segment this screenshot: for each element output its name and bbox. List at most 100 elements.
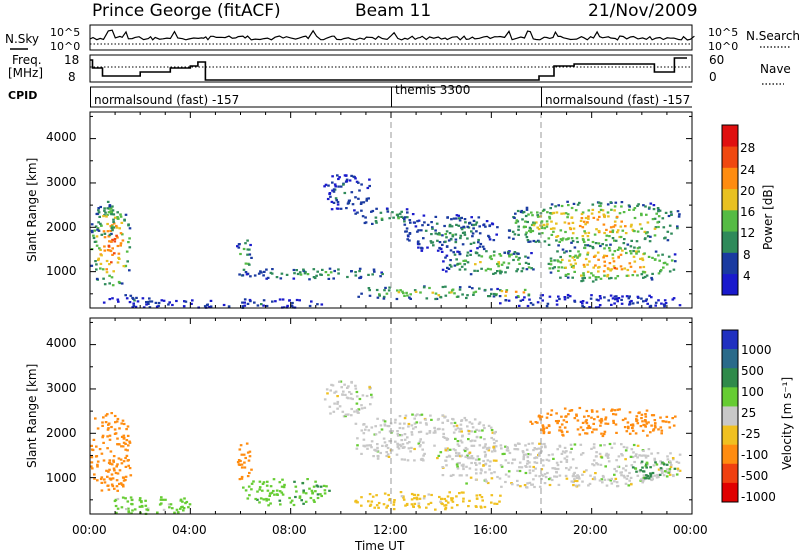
echo-cell-4 — [347, 385, 350, 388]
echo-cell-7 — [609, 479, 613, 482]
echo-cell-8 — [469, 242, 473, 245]
echo-cell-0 — [112, 460, 115, 463]
echo-cell-8 — [646, 434, 649, 437]
echo-cell-3 — [312, 499, 316, 502]
echo-cell-10 — [512, 258, 515, 262]
echo-cell-6 — [345, 207, 348, 210]
echo-cell-8 — [421, 224, 424, 227]
echo-cell-9 — [385, 292, 389, 295]
echo-cell-8 — [455, 223, 458, 226]
echo-cell-10 — [496, 262, 499, 266]
echo-cell-4 — [336, 402, 339, 405]
echo-cell-0 — [107, 422, 111, 425]
echo-cell-9 — [498, 295, 502, 298]
echo-cell-13 — [642, 276, 645, 279]
echo-cell-0 — [121, 483, 125, 487]
echo-cell-7 — [462, 463, 465, 466]
echo-cell-0 — [112, 467, 116, 470]
echo-cell-12 — [566, 216, 569, 219]
noise-left-tick-bottom: 10^0 — [50, 40, 80, 53]
echo-cell-6 — [444, 508, 447, 511]
echo-cell-13 — [591, 247, 595, 250]
echo-cell-12 — [664, 211, 668, 214]
echo-cell-5 — [415, 421, 419, 424]
echo-cell-0 — [126, 425, 130, 428]
echo-cell-5 — [379, 451, 382, 455]
echo-cell-9 — [378, 294, 381, 297]
echo-cell-6 — [385, 506, 388, 509]
echo-cell-12 — [524, 214, 528, 218]
echo-cell-10 — [524, 255, 527, 258]
echo-cell-8 — [584, 432, 587, 435]
echo-cell-5 — [423, 452, 426, 455]
echo-cell-7 — [413, 221, 416, 224]
echo-cell-7 — [669, 465, 673, 468]
echo-cell-0 — [105, 259, 109, 263]
echo-cell-3 — [308, 304, 312, 308]
echo-cell-7 — [492, 459, 496, 462]
echo-cell-8 — [456, 250, 459, 253]
echo-cell-12 — [603, 214, 607, 217]
echo-cell-8 — [575, 413, 578, 416]
echo-cell-0 — [128, 246, 132, 249]
echo-cell-5 — [312, 268, 316, 271]
echo-cell-8 — [461, 231, 465, 234]
echo-cell-0 — [111, 209, 115, 212]
echo-cell-7 — [441, 474, 445, 477]
echo-cell-6 — [430, 493, 433, 497]
echo-cell-8 — [647, 421, 650, 424]
echo-cell-7 — [518, 466, 521, 469]
echo-cell-1 — [175, 508, 179, 511]
echo-cell-6 — [362, 201, 366, 204]
echo-cell-0 — [104, 211, 107, 214]
echo-cell-8 — [602, 408, 605, 411]
velocity-colorbar-swatch — [722, 463, 738, 484]
echo-cell-8 — [469, 249, 473, 252]
echo-cell-12 — [527, 213, 530, 216]
echo-cell-13 — [613, 250, 617, 253]
echo-cell-7 — [571, 475, 575, 478]
echo-cell-7 — [465, 482, 468, 485]
echo-cell-8 — [455, 217, 458, 220]
echo-cell-5 — [280, 272, 284, 275]
echo-cell-5 — [376, 449, 379, 452]
echo-cell-13 — [588, 276, 592, 279]
echo-cell-5 — [362, 444, 365, 447]
echo-cell-5 — [418, 440, 422, 443]
echo-cell-0 — [118, 482, 121, 485]
echo-cell-13 — [618, 246, 621, 249]
echo-cell-5 — [398, 415, 402, 418]
echo-cell-2 — [240, 466, 244, 469]
echo-cell-13 — [633, 260, 637, 263]
echo-cell-3 — [191, 299, 194, 302]
echo-cell-8 — [578, 406, 582, 410]
echo-cell-4 — [368, 387, 372, 390]
echo-cell-12 — [567, 204, 570, 207]
echo-cell-13 — [570, 265, 574, 268]
echo-cell-6 — [483, 505, 487, 509]
echo-cell-8 — [590, 416, 593, 419]
echo-cell-12 — [564, 212, 568, 215]
echo-cell-8 — [449, 238, 453, 241]
echo-cell-14 — [616, 300, 619, 303]
echo-cell-13 — [576, 256, 579, 259]
echo-cell-2 — [148, 300, 152, 303]
echo-cell-7 — [644, 465, 648, 468]
echo-cell-7 — [444, 459, 448, 462]
time-axis-ticks — [89, 112, 693, 514]
echo-cell-0 — [90, 264, 94, 267]
power-range-tick-1000: 1000 — [46, 264, 77, 278]
echo-cell-8 — [495, 233, 498, 236]
echo-cell-12 — [595, 228, 598, 231]
echo-cell-0 — [112, 222, 116, 225]
echo-cell-13 — [625, 274, 629, 277]
echo-cell-7 — [563, 451, 567, 454]
echo-cell-5 — [382, 419, 385, 422]
echo-cell-8 — [599, 424, 602, 427]
echo-cell-6 — [444, 499, 448, 502]
echo-cell-14 — [541, 294, 544, 297]
echo-cell-5 — [433, 429, 437, 432]
echo-cell-13 — [603, 254, 606, 257]
echo-cell-13 — [602, 256, 605, 259]
echo-cell-10 — [447, 267, 451, 270]
